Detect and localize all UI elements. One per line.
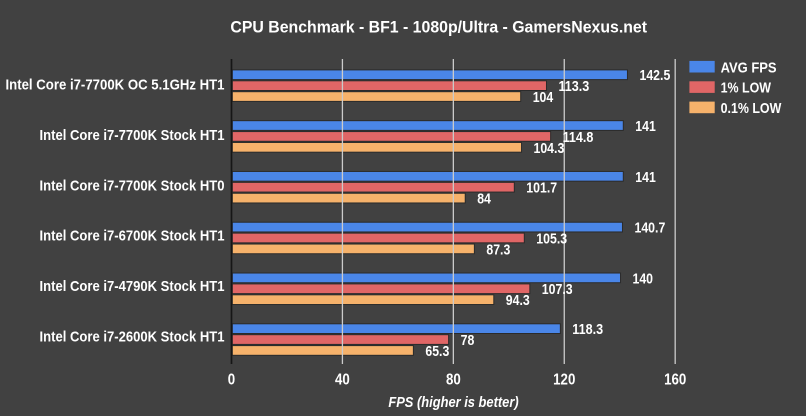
svg-text:160: 160: [664, 372, 686, 389]
svg-text:94.3: 94.3: [506, 292, 530, 309]
svg-text:113.3: 113.3: [559, 78, 590, 95]
svg-text:CPU Benchmark - BF1 - 1080p/Ul: CPU Benchmark - BF1 - 1080p/Ultra - Game…: [230, 17, 647, 36]
svg-text:Intel Core i7-7700K Stock HT0: Intel Core i7-7700K Stock HT0: [40, 177, 225, 194]
svg-text:1% LOW: 1% LOW: [721, 80, 772, 97]
svg-text:87.3: 87.3: [486, 241, 510, 258]
svg-text:107.3: 107.3: [542, 281, 573, 298]
svg-text:Intel Core i7-7700K Stock HT1: Intel Core i7-7700K Stock HT1: [40, 127, 225, 144]
svg-text:142.5: 142.5: [640, 67, 671, 84]
svg-text:40: 40: [335, 372, 350, 389]
svg-text:78: 78: [461, 332, 475, 349]
svg-text:0: 0: [228, 372, 235, 389]
svg-text:84: 84: [477, 191, 491, 208]
svg-text:120: 120: [553, 372, 575, 389]
svg-text:118.3: 118.3: [572, 321, 603, 338]
svg-text:101.7: 101.7: [526, 180, 557, 197]
svg-text:80: 80: [446, 372, 461, 389]
svg-text:141: 141: [635, 169, 656, 186]
svg-text:Intel Core i7-6700K Stock HT1: Intel Core i7-6700K Stock HT1: [40, 228, 225, 245]
svg-text:AVG FPS: AVG FPS: [721, 59, 777, 76]
svg-text:65.3: 65.3: [425, 343, 449, 360]
svg-text:0.1% LOW: 0.1% LOW: [721, 100, 782, 117]
svg-text:104.3: 104.3: [534, 140, 565, 157]
svg-text:140.7: 140.7: [635, 220, 666, 237]
svg-text:114.8: 114.8: [563, 129, 594, 146]
svg-text:104: 104: [533, 89, 554, 106]
svg-text:FPS (higher is better): FPS (higher is better): [388, 395, 518, 411]
svg-text:Intel Core i7-2600K Stock HT1: Intel Core i7-2600K Stock HT1: [40, 329, 225, 346]
svg-text:141: 141: [635, 118, 656, 135]
svg-text:105.3: 105.3: [536, 230, 567, 247]
svg-text:140: 140: [633, 270, 654, 287]
svg-text:Intel Core i7-4790K Stock HT1: Intel Core i7-4790K Stock HT1: [40, 278, 225, 295]
svg-text:Intel Core i7-7700K OC 5.1GHz: Intel Core i7-7700K OC 5.1GHz HT1: [6, 77, 225, 94]
